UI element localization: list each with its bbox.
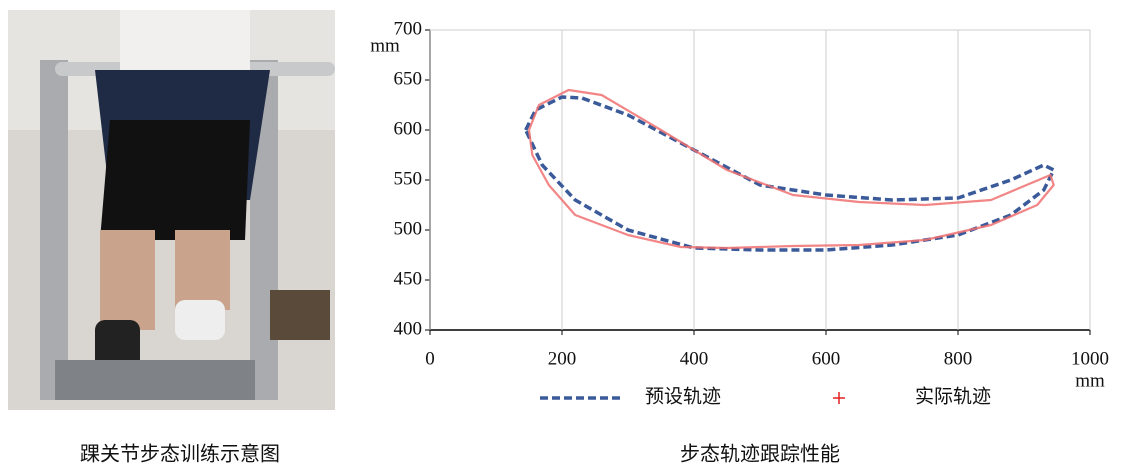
y-tick-label: 500 (394, 218, 423, 239)
x-tick-label: 600 (812, 348, 841, 369)
x-tick-label: 1000 (1071, 348, 1109, 369)
figure: mm mm 踝关节步态训练示意图 步态轨迹跟踪性能 40045050055060… (0, 0, 1122, 469)
y-tick-label: 600 (394, 118, 423, 139)
y-tick-label: 550 (394, 168, 423, 189)
series-line (529, 90, 1054, 248)
legend-label: 预设轨迹 (645, 385, 721, 407)
x-tick-label: 200 (548, 348, 577, 369)
y-tick-label: 450 (394, 268, 423, 289)
y-tick-label: 700 (394, 18, 423, 39)
photo (8, 10, 335, 410)
y-tick-label: 400 (394, 318, 423, 339)
x-unit: mm (1075, 370, 1105, 391)
caption: 踝关节步态训练示意图 (80, 442, 280, 466)
x-tick-label: 0 (425, 348, 435, 369)
x-tick-label: 800 (944, 348, 973, 369)
caption: 步态轨迹跟踪性能 (680, 442, 840, 466)
x-tick-label: 400 (680, 348, 709, 369)
legend-label: 实际轨迹 (915, 385, 991, 407)
y-tick-label: 650 (394, 68, 423, 89)
